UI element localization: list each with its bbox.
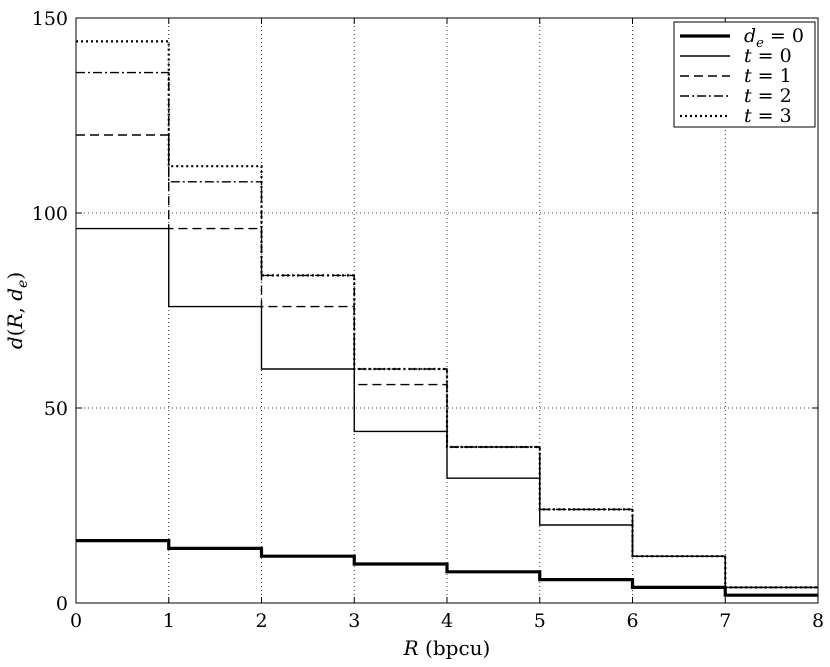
- legend-entry-2: t = 1: [744, 65, 792, 87]
- x-tick-label: 4: [441, 610, 453, 632]
- legend-entry-3: t = 2: [744, 85, 792, 107]
- legend-entry-1: t = 0: [744, 45, 792, 67]
- y-tick-label: 150: [32, 8, 68, 30]
- legend-box: [673, 21, 816, 128]
- x-tick-label: 3: [348, 610, 360, 632]
- legend-entry-0: de = 0: [744, 25, 804, 51]
- x-tick-label: 0: [70, 610, 82, 632]
- x-tick-label: 1: [163, 610, 175, 632]
- x-tick-label: 5: [534, 610, 546, 632]
- axis-labels: R (bpcu) d(R, de): [3, 272, 490, 660]
- y-axis-label: d(R, de): [3, 272, 31, 349]
- y-tick-label: 100: [32, 203, 68, 225]
- y-tick-label: 50: [44, 398, 68, 420]
- x-tick-label: 7: [719, 610, 731, 632]
- legend-entry-4: t = 3: [744, 105, 792, 127]
- y-tick-label: 0: [56, 593, 68, 615]
- legend: de = 0t = 0t = 1t = 2t = 3: [673, 21, 816, 128]
- x-axis-label: R (bpcu): [403, 636, 491, 660]
- axis-ticks: 0 1 2 3 4 5 6 7 8 0 50 100 150: [32, 8, 824, 632]
- x-tick-label: 8: [812, 610, 824, 632]
- series-lines: [76, 40, 818, 597]
- series-line-0: [76, 539, 818, 597]
- x-tick-label: 6: [626, 610, 638, 632]
- x-tick-label: 2: [255, 610, 267, 632]
